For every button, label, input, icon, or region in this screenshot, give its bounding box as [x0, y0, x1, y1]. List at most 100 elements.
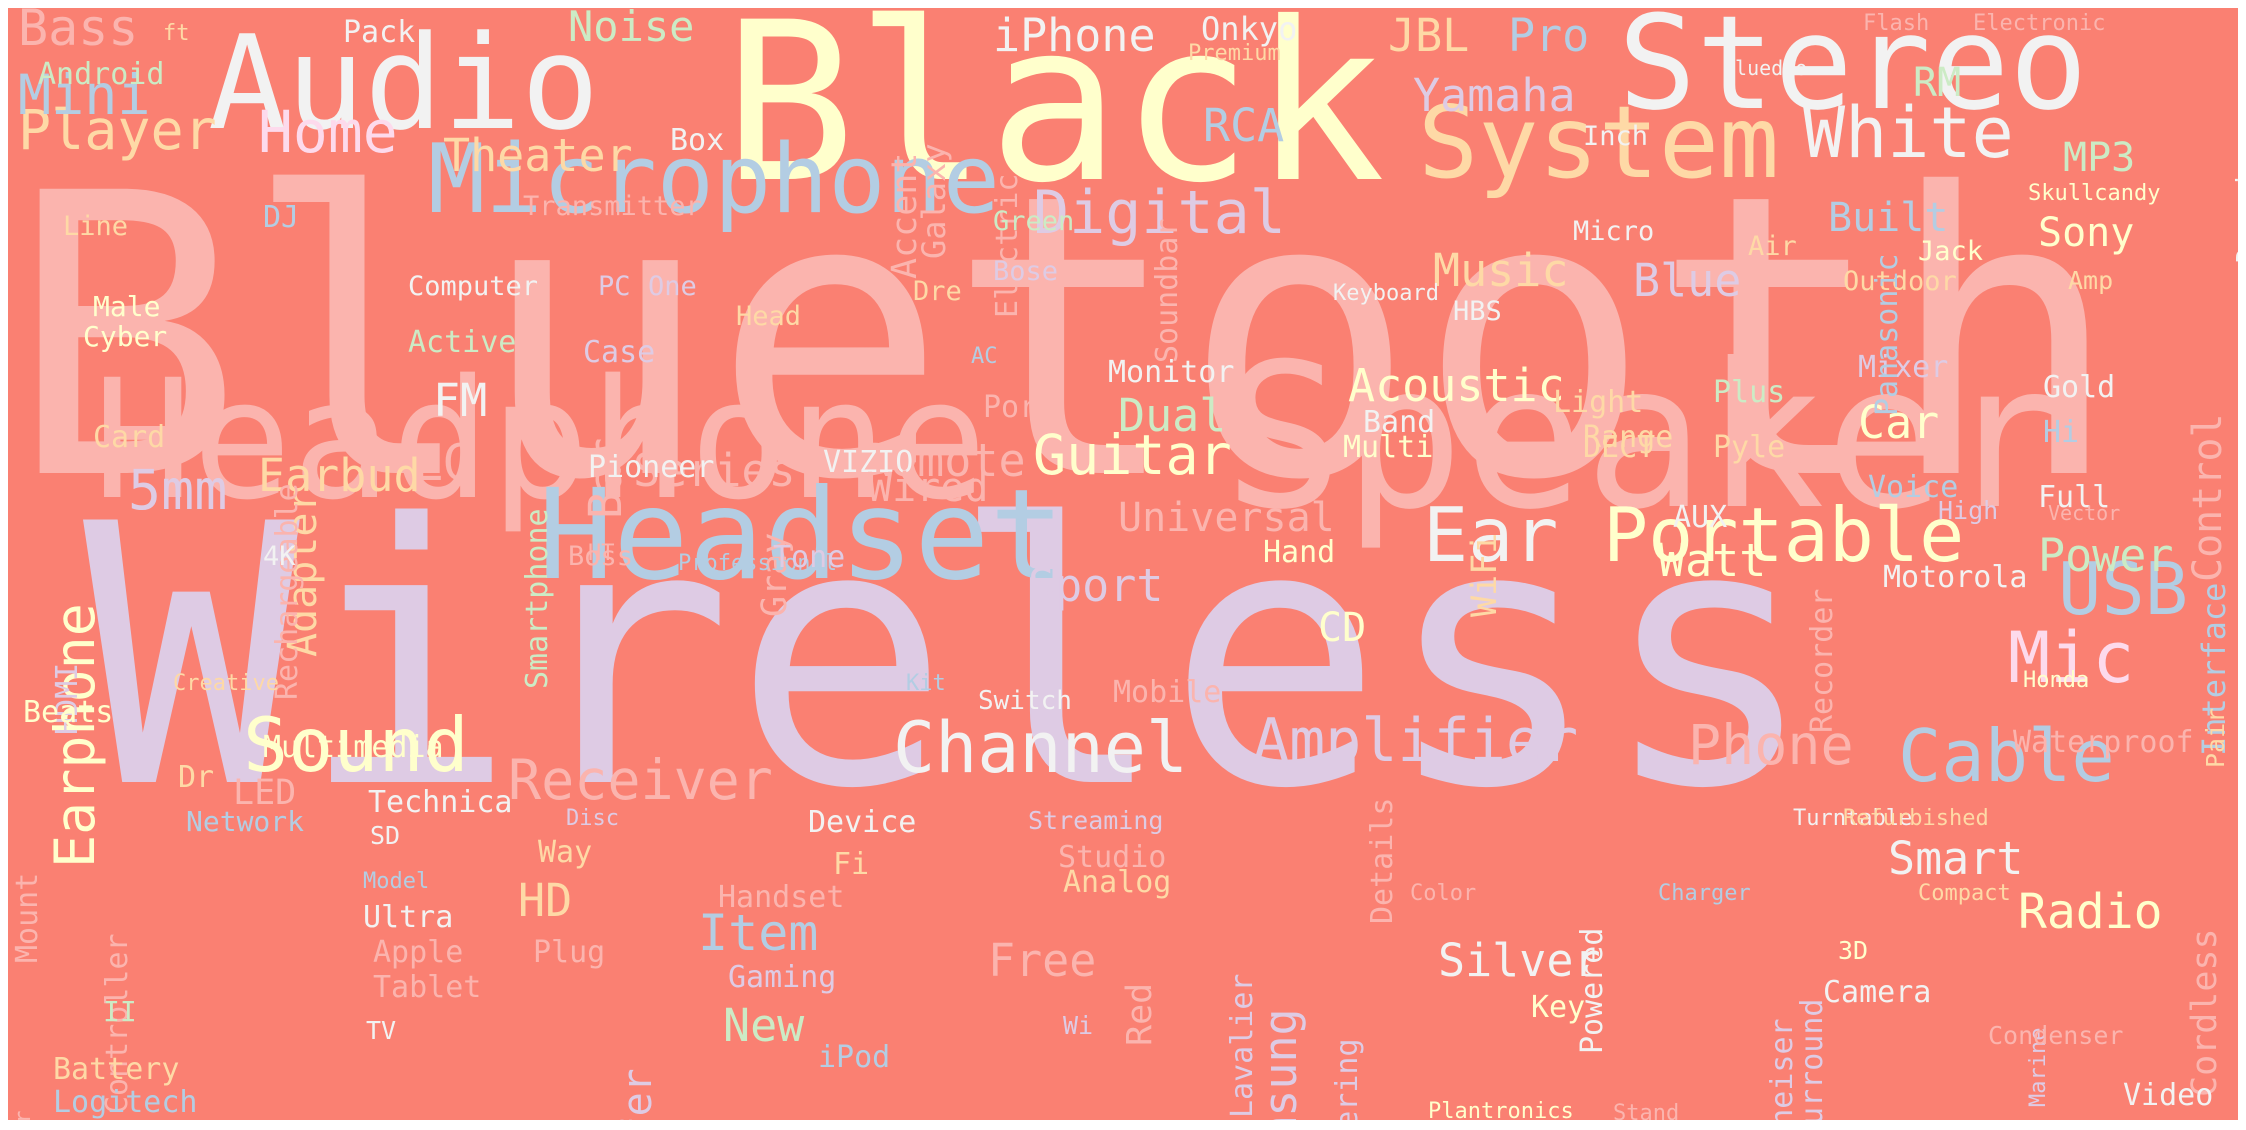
cloud-word: Pioneer: [588, 450, 715, 485]
cloud-word: Home: [258, 98, 398, 166]
cloud-word: HD: [518, 874, 573, 927]
cloud-word: Surround: [1795, 998, 1830, 1121]
cloud-word: Pack: [343, 15, 416, 50]
cloud-word: Video: [2123, 1078, 2214, 1113]
cloud-word: Noise: [568, 8, 695, 51]
cloud-word: Light: [1553, 385, 1644, 420]
cloud-word: Technica: [368, 785, 513, 820]
cloud-word: Yamaha: [1413, 69, 1576, 122]
cloud-word: AC: [971, 344, 998, 369]
cloud-word: Battery: [53, 1052, 180, 1087]
cloud-word: Recorder: [1805, 588, 1840, 734]
cloud-word: Keyboard: [1333, 281, 1439, 306]
cloud-word: Full: [2038, 480, 2111, 515]
cloud-word: Panasonic: [1870, 253, 1905, 416]
cloud-word: Pyle: [1713, 430, 1786, 465]
cloud-word: Inch: [1583, 121, 1649, 152]
cloud-word: LED: [233, 773, 297, 813]
cloud-word: Details: [1365, 797, 1400, 924]
cloud-word: Mount: [10, 872, 45, 963]
cloud-word: Air: [1748, 231, 1797, 262]
cloud-word: Stereo: [1618, 8, 2088, 139]
cloud-word: Model: [363, 869, 430, 894]
cloud-word: Answering: [1330, 1038, 1365, 1120]
cloud-word: Plug: [533, 935, 606, 970]
cloud-word: RM: [1913, 60, 1962, 106]
cloud-word: DECT: [1583, 430, 1656, 465]
cloud-word: Digital: [1033, 178, 1286, 248]
cloud-word: Player: [18, 98, 217, 162]
cloud-word: Mobile: [1113, 675, 1222, 710]
cloud-word: Stand: [1613, 1101, 1680, 1121]
cloud-word: JBL: [1388, 9, 1470, 62]
cloud-word: Range: [1583, 420, 1674, 455]
cloud-word: Earphone: [43, 603, 107, 868]
cloud-word: Hi: [2043, 415, 2080, 450]
cloud-word: Condenser: [1988, 1021, 2124, 1050]
cloud-word: Plantronics: [1428, 1099, 1574, 1121]
cloud-word: Pair: [2201, 707, 2230, 768]
cloud-word: FM: [433, 374, 488, 427]
cloud-word: Phone: [1688, 713, 1854, 777]
cloud-word: Gaming: [728, 960, 837, 995]
cloud-word: Smartphone: [520, 508, 555, 689]
cloud-word: 5mm: [128, 458, 228, 522]
cloud-word: Pro: [1508, 9, 1590, 62]
cloud-word: Guitar: [1033, 423, 1232, 487]
cloud-word: DJ: [263, 200, 300, 235]
cloud-word: Beats: [23, 695, 114, 730]
cloud-word: Head: [736, 301, 802, 332]
cloud-word: Cordless: [2185, 928, 2225, 1097]
cloud-word: Tone: [773, 540, 846, 575]
cloud-word: HT: [588, 541, 615, 566]
cloud-word: Free: [988, 934, 1097, 987]
cloud-word: TV: [366, 1016, 397, 1045]
cloud-word: Sound: [243, 701, 469, 789]
cloud-word: Bass: [18, 8, 139, 57]
cloud-word: Headphone: [93, 344, 988, 536]
cloud-word: II: [103, 995, 137, 1028]
cloud-word: Apple: [373, 935, 464, 970]
cloud-word: Handset: [718, 880, 845, 915]
cloud-word: Outdoor: [1843, 266, 1957, 297]
cloud-word: Hand: [1263, 535, 1336, 570]
cloud-word: PC: [598, 271, 631, 302]
cloud-word: 3D: [1838, 936, 1869, 965]
cloud-word: Blue: [1633, 254, 1742, 307]
cloud-word: Bluedio: [1723, 56, 1808, 80]
cloud-word: VIZIO: [823, 445, 914, 480]
cloud-word: Skullcandy: [2028, 181, 2161, 206]
cloud-word: Red: [1120, 982, 1160, 1046]
cloud-word: Computer: [408, 271, 539, 302]
cloud-word: Soundbar: [1150, 218, 1185, 364]
cloud-word: Green: [993, 206, 1075, 237]
cloud-word: Dual: [1118, 389, 1227, 442]
cloud-word: Lavalier: [1225, 973, 1260, 1119]
cloud-word: Jack: [1918, 236, 1984, 267]
cloud-word: Mic: [2008, 617, 2135, 699]
cloud-word: One: [648, 271, 697, 302]
cloud-word: Item: [698, 904, 819, 962]
cloud-word: Refurbished: [1843, 806, 1989, 831]
cloud-word: WiFi: [1465, 532, 1505, 617]
cloud-word: Voice: [1868, 470, 1959, 505]
cloud-word: Motorola: [1883, 560, 2028, 595]
cloud-word: Sennheiser: [1765, 1018, 1800, 1120]
cloud-word: Color: [1410, 881, 1477, 906]
cloud-word: Turntable: [1793, 806, 1913, 831]
word-cloud: Bluetooth Wireless Speaker Headphone Black St…: [8, 8, 2238, 1120]
cloud-word: Box: [670, 123, 725, 158]
cloud-word: Music: [1433, 244, 1569, 297]
cloud-word: Android: [38, 57, 165, 92]
cloud-word: Active: [408, 325, 517, 360]
cloud-word: New: [723, 999, 805, 1052]
cloud-word: Subwoofer: [615, 1068, 661, 1120]
cloud-word: Driver: [11, 1111, 36, 1120]
cloud-word: Kit: [906, 671, 946, 696]
cloud-word: Device: [808, 805, 917, 840]
cloud-word: Multimedia: [263, 730, 444, 765]
cloud-word: Band: [1363, 405, 1436, 440]
cloud-word: Microphone: [428, 125, 1000, 235]
cloud-word: Electric: [990, 173, 1025, 319]
cloud-word: Mini: [18, 63, 151, 127]
